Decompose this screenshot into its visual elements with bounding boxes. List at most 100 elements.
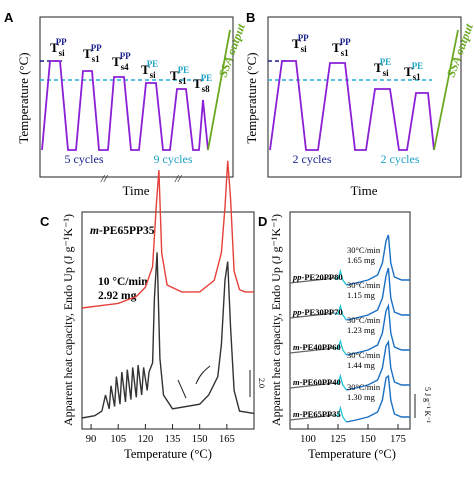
panel-a-profile — [41, 60, 209, 151]
panel-b-ylabel: Temperature (°C) — [244, 52, 259, 143]
panel-a: A Temperature (°C) Time SSA output TsiPP… — [4, 10, 248, 198]
panel-a-step-sup: PP — [120, 51, 131, 61]
panel-a-step-label: Ts4PP — [112, 51, 131, 72]
panel-a-step-label: TsiPE — [141, 59, 158, 80]
panel-b-step-label: Ts1PP — [332, 37, 351, 58]
panel-a-step-main: T — [141, 62, 150, 77]
panel-a-step-sub: s8 — [202, 84, 211, 94]
panel-a-step-main: T — [83, 46, 92, 61]
panel-d-curve-gray — [289, 382, 335, 389]
panel-b-step-sub: si — [301, 44, 308, 54]
panel-d-curve-cyan — [334, 268, 347, 286]
panel-c-rate: 10 °C/min — [98, 276, 148, 288]
panel-d-sample-name: m-PE65PP35 — [293, 409, 341, 419]
panel-d-sample-suffix: -PE30PP70 — [302, 307, 343, 317]
panel-b-step-sup: PE — [412, 61, 424, 71]
panel-b-step-sup: PP — [298, 33, 309, 43]
panel-d-curve-cyan — [334, 405, 347, 423]
panel-c-title-rest: -PE65PP35 — [99, 225, 155, 237]
panel-d-sample-mass: 1.44 mg — [347, 360, 376, 370]
panel-a-step-sub: s4 — [121, 62, 130, 72]
panel-a-step-main: T — [193, 76, 202, 91]
panel-d-sample-prefix: pp — [292, 307, 302, 317]
panel-a-cycles-pe: 9 cycles — [154, 152, 193, 166]
panel-d-curve-cyan — [334, 338, 347, 356]
panel-a-step-sub: s1 — [92, 54, 101, 64]
panel-c-x-ticks: 90 105 120 135 150 165 — [86, 424, 235, 445]
panel-c-frame — [81, 211, 255, 430]
panel-a-step-sup: PE — [147, 59, 159, 69]
panel-b: B Temperature (°C) Time SSA output TsiPP… — [244, 10, 474, 198]
panel-b-output-line — [433, 29, 459, 151]
panel-b-step-main: T — [292, 36, 301, 51]
panel-a-step-label: Ts1PP — [83, 43, 102, 64]
panel-c: C m-PE65PP35 10 °C/min 2.92 mg Apparent … — [40, 160, 266, 461]
panel-d-curve-cyan — [334, 303, 347, 321]
panel-a-step-label: Ts8PE — [193, 73, 212, 94]
panel-b-profile — [269, 60, 435, 151]
panel-d-curve-blue — [346, 267, 410, 321]
panel-c-xlabel: Temperature (°C) — [124, 447, 212, 461]
panel-b-output-label: SSA output — [444, 21, 474, 79]
panel-a-step-sup: PE — [201, 73, 213, 83]
panel-b-step-sup: PP — [340, 37, 351, 47]
panel-d-curve-gray — [289, 347, 335, 354]
panel-b-step-sub: s1 — [341, 48, 350, 58]
panel-d-sample-prefix: m — [293, 377, 300, 387]
panel-a-step-sub: si — [150, 70, 157, 80]
panel-d: D Apparent heat capacity, Endo Up (J g⁻¹… — [258, 211, 432, 461]
panel-c-tick-label: 165 — [219, 434, 235, 445]
panel-a-letter: A — [4, 10, 14, 25]
panel-d-sample-name: m-PE40PP60 — [293, 342, 341, 352]
panel-b-step-label: TsiPE — [374, 57, 391, 78]
panel-a-cycles-pp: 5 cycles — [65, 152, 104, 166]
panel-b-xlabel: Time — [351, 183, 378, 198]
panel-d-sample-suffix: -PE65PP35 — [300, 409, 341, 419]
panel-c-tick-label: 150 — [192, 434, 208, 445]
panel-a-step-sup: PP — [91, 43, 102, 53]
panel-d-sample-rate: 30°C/min — [347, 245, 381, 255]
panel-d-sample-prefix: m — [293, 409, 300, 419]
panel-d-sample-rate: 30°C/min — [347, 382, 381, 392]
panel-c-tick-label: 135 — [165, 434, 181, 445]
panel-c-arrow-stem — [177, 379, 187, 399]
panel-a-step-main: T — [112, 54, 121, 69]
panel-b-step-label: TsiPP — [292, 33, 309, 54]
panel-d-sample-suffix: -PE60PP40 — [300, 377, 341, 387]
panel-a-step-sup: PE — [178, 65, 190, 75]
panel-d-tick-label: 175 — [390, 434, 406, 445]
panel-d-curve-gray — [289, 414, 335, 421]
panel-c-tick-label: 105 — [110, 434, 126, 445]
panel-d-sample-mass: 1.65 mg — [347, 255, 376, 265]
panel-d-tick-label: 100 — [300, 434, 316, 445]
panel-c-red-curve — [81, 160, 254, 309]
panel-b-step-main: T — [374, 60, 383, 75]
panel-c-letter: C — [40, 214, 50, 229]
panel-c-title: m-PE65PP35 — [90, 225, 155, 237]
panel-d-tick-label: 150 — [360, 434, 376, 445]
panel-d-sample-name: pp-PE30PP70 — [292, 307, 343, 317]
panel-d-sample-mass: 1.15 mg — [347, 290, 376, 300]
panel-b-step-main: T — [332, 40, 341, 55]
panel-b-step-sub: si — [383, 68, 390, 78]
panel-c-ylabel: Apparent heat capacity, Endo Up (J g⁻¹K⁻… — [61, 214, 75, 426]
panel-b-cycles-pe: 2 cycles — [381, 152, 420, 166]
panel-d-scale-label: 5 J g⁻¹ K⁻¹ — [423, 387, 432, 424]
panel-d-sample-suffix: -PE40PP60 — [300, 342, 341, 352]
panel-b-frame — [267, 16, 462, 178]
panel-b-step-sup: PE — [380, 57, 392, 67]
panel-a-step-label: TsiPP — [50, 37, 67, 58]
panel-b-step-sub: s1 — [413, 72, 422, 82]
panel-d-curve-blue — [346, 303, 410, 356]
panel-c-scale-label: 2.0 — [257, 378, 266, 388]
panel-d-sample-rate: 30°C/min — [347, 350, 381, 360]
panel-d-sample-prefix: pp — [292, 272, 302, 282]
panel-d-sample-rate: 30°C/min — [347, 280, 381, 290]
panel-a-ylabel: Temperature (°C) — [16, 52, 31, 143]
panel-a-step-sub: s1 — [179, 76, 188, 86]
panel-d-ylabel: Apparent heat capacity, Endo Up (J g⁻¹K⁻… — [269, 214, 283, 426]
panel-b-letter: B — [246, 10, 255, 25]
